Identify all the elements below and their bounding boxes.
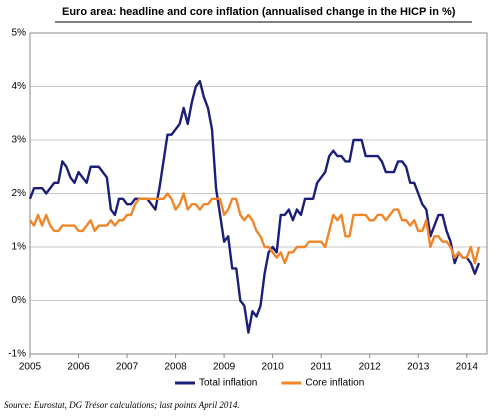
x-tick-label: 2011 <box>310 362 332 373</box>
x-tick-label: 2013 <box>407 362 430 373</box>
chart-title: Euro area: headline and core inflation (… <box>62 6 456 18</box>
y-tick-label: 1% <box>12 242 27 253</box>
source-note: Source: Eurostat, DG Trésor calculations… <box>4 400 240 410</box>
x-tick-label: 2012 <box>359 362 382 373</box>
y-tick-label: 4% <box>12 81 27 92</box>
y-tick-label: 0% <box>12 295 27 306</box>
legend-label: Total inflation <box>199 378 257 389</box>
x-tick-label: 2007 <box>116 362 139 373</box>
y-tick-label: 3% <box>12 135 27 146</box>
x-tick-label: 2005 <box>19 362 42 373</box>
y-tick-label: 2% <box>12 188 27 199</box>
x-tick-label: 2006 <box>67 362 90 373</box>
y-tick-label: -1% <box>8 349 26 360</box>
plot-frame <box>29 32 488 355</box>
x-tick-label: 2008 <box>164 362 187 373</box>
legend-label: Core inflation <box>305 378 364 389</box>
x-tick-label: 2014 <box>456 362 479 373</box>
series-line <box>29 192 481 265</box>
y-tick-label: 5% <box>12 28 27 39</box>
x-tick-label: 2009 <box>213 362 236 373</box>
series-line <box>28 79 481 334</box>
x-tick-label: 2010 <box>262 362 285 373</box>
